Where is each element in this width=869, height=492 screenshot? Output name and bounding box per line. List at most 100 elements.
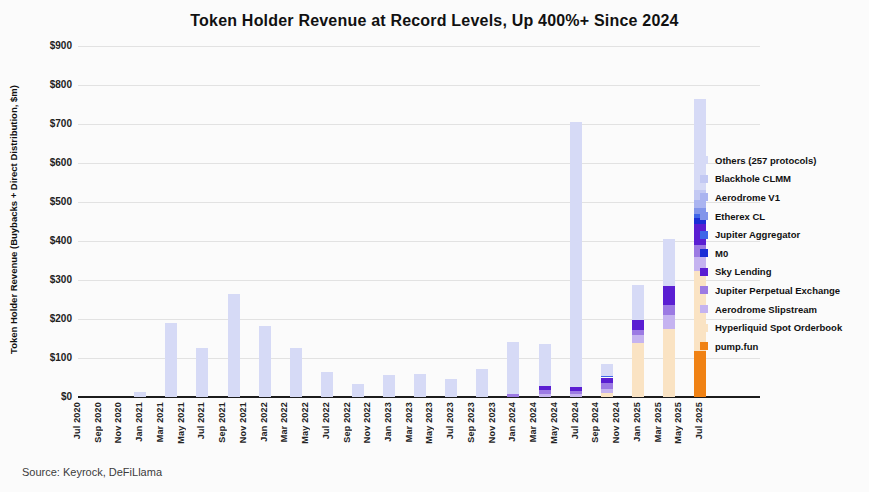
- bar-segment: [539, 394, 551, 397]
- legend-label: Others (257 protocols): [715, 155, 816, 166]
- legend-label: pump.fun: [715, 341, 758, 352]
- legend-label: Etherex CL: [715, 211, 765, 222]
- x-tick-label: Nov 2022: [362, 402, 372, 443]
- bar-segment: [539, 386, 551, 391]
- x-tick-label: Mar 2021: [155, 402, 165, 442]
- legend-item: Aerodrome Slipstream: [700, 300, 842, 319]
- y-tick-label: $200: [28, 313, 72, 324]
- x-tick-label: Jan 2022: [259, 402, 269, 442]
- bar-segment: [539, 390, 551, 394]
- x-tick-label: Nov 2020: [113, 402, 123, 443]
- legend-item: Sky Lending: [700, 263, 842, 282]
- x-tick-label: Jan 2024: [507, 402, 517, 442]
- legend-label: Jupiter Perpetual Exchange: [715, 285, 840, 296]
- bar-segment: [383, 375, 395, 397]
- legend-label: Aerodrome Slipstream: [715, 304, 817, 315]
- x-tick-label: Jan 2025: [632, 402, 642, 442]
- y-tick-label: $900: [28, 40, 72, 51]
- y-tick-label: $400: [28, 235, 72, 246]
- bar-segment: [570, 391, 582, 394]
- bar-segment: [165, 323, 177, 397]
- x-tick-label: Mar 2022: [279, 402, 289, 442]
- gridline: [78, 85, 760, 86]
- legend-swatch: [700, 231, 708, 239]
- legend-label: M0: [715, 248, 728, 259]
- y-tick-label: $300: [28, 274, 72, 285]
- bar-segment: [228, 294, 240, 397]
- bar-segment: [601, 364, 613, 376]
- bar-segment: [570, 122, 582, 387]
- source-note: Source: Keyrock, DeFiLlama: [22, 466, 162, 478]
- bar-segment: [632, 343, 644, 397]
- legend-swatch: [700, 249, 708, 257]
- gridline: [78, 358, 760, 359]
- bar-segment: [196, 348, 208, 397]
- legend-swatch: [700, 286, 708, 294]
- legend-swatch: [700, 268, 708, 276]
- bar-segment: [632, 330, 644, 335]
- x-tick-label: Mar 2025: [653, 402, 663, 442]
- legend-label: Jupiter Aggregator: [715, 229, 800, 240]
- legend-item: pump.fun: [700, 337, 842, 356]
- x-tick-label: Jul 2022: [321, 402, 331, 439]
- x-tick-label: Nov 2023: [487, 402, 497, 443]
- legend-swatch: [700, 212, 708, 220]
- legend-item: Jupiter Perpetual Exchange: [700, 281, 842, 300]
- y-tick-label: $800: [28, 79, 72, 90]
- chart-title: Token Holder Revenue at Record Levels, U…: [0, 12, 869, 30]
- gridline: [78, 124, 760, 125]
- y-tick-label: $700: [28, 118, 72, 129]
- legend-item: Hyperliquid Spot Orderbook: [700, 318, 842, 337]
- bar-segment: [507, 342, 519, 393]
- x-tick-label: Jul 2023: [445, 402, 455, 439]
- bar-segment: [632, 320, 644, 330]
- x-tick-label: May 2022: [300, 402, 310, 444]
- x-tick-label: Mar 2024: [528, 402, 538, 442]
- y-axis-title: Token Holder Revenue (Buybacks + Direct …: [8, 55, 19, 385]
- bar-segment: [134, 392, 146, 397]
- legend-item: Others (257 protocols): [700, 151, 842, 170]
- bar-segment: [694, 351, 706, 397]
- bar-segment: [601, 383, 613, 389]
- bar-segment: [259, 326, 271, 397]
- legend-label: Sky Lending: [715, 266, 771, 277]
- y-tick-label: $500: [28, 196, 72, 207]
- x-tick-label: May 2024: [549, 402, 559, 444]
- bar-segment: [663, 329, 675, 397]
- x-tick-label: Sep 2024: [590, 402, 600, 443]
- gridline: [78, 163, 760, 164]
- bar-segment: [663, 239, 675, 286]
- gridline: [78, 280, 760, 281]
- legend-swatch: [700, 175, 708, 183]
- legend-label: Blackhole CLMM: [715, 173, 791, 184]
- x-tick-label: May 2023: [424, 402, 434, 444]
- bar-segment: [414, 374, 426, 397]
- bar-segment: [445, 379, 457, 397]
- legend-swatch: [700, 305, 708, 313]
- legend: Others (257 protocols) Blackhole CLMM Aero…: [700, 151, 842, 356]
- x-tick-label: Sep 2022: [342, 402, 352, 443]
- x-tick-label: Nov 2021: [238, 402, 248, 443]
- bar-segment: [507, 394, 519, 397]
- x-tick-label: May 2025: [673, 402, 683, 444]
- x-tick-label: Jul 2025: [694, 402, 704, 439]
- x-tick-label: Jan 2021: [134, 402, 144, 442]
- legend-item: Blackhole CLMM: [700, 170, 842, 189]
- gridline: [78, 319, 760, 320]
- x-tick-label: Sep 2023: [466, 402, 476, 443]
- legend-swatch: [700, 324, 708, 332]
- gridline: [78, 241, 760, 242]
- bar-segment: [290, 348, 302, 397]
- legend-swatch: [700, 193, 708, 201]
- x-tick-label: May 2021: [176, 402, 186, 444]
- y-tick-label: $0: [28, 391, 72, 402]
- gridline: [78, 202, 760, 203]
- bar-segment: [632, 335, 644, 343]
- bar-segment: [570, 387, 582, 391]
- bar-segment: [352, 384, 364, 397]
- x-tick-label: Jul 2020: [72, 402, 82, 439]
- bar-segment: [663, 315, 675, 328]
- bar-segment: [601, 376, 613, 378]
- x-tick-label: Jan 2023: [383, 402, 393, 442]
- legend-item: Aerodrome V1: [700, 188, 842, 207]
